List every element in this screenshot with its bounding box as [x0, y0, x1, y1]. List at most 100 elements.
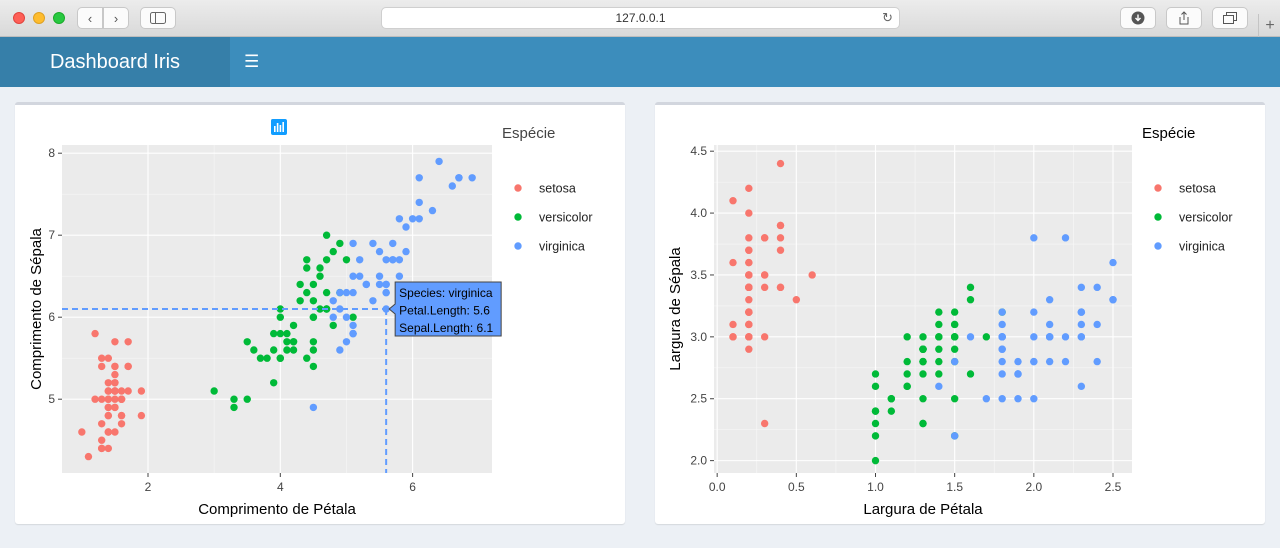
point-virginica: [998, 308, 1006, 316]
lasso-select-button[interactable]: [272, 119, 391, 137]
hover-closest-button[interactable]: [272, 119, 547, 137]
y-tick-label: 4.0: [690, 206, 707, 220]
new-tab-button[interactable]: +: [1258, 14, 1280, 37]
pan-button[interactable]: [271, 119, 343, 137]
legend-swatch-versicolor: [514, 213, 522, 221]
point-versicolor: [276, 313, 285, 321]
point-versicolor: [919, 357, 927, 366]
hamburger-icon: ☰: [244, 52, 260, 71]
point-virginica: [309, 403, 318, 412]
chevron-left-icon: ‹: [87, 10, 93, 26]
point-virginica: [329, 297, 337, 305]
point-setosa: [117, 411, 126, 420]
point-versicolor: [269, 329, 278, 338]
point-versicolor: [230, 395, 238, 403]
point-versicolor: [316, 264, 324, 272]
point-virginica: [1045, 333, 1054, 341]
hover-tooltip-box: [388, 281, 502, 337]
point-versicolor: [342, 256, 351, 264]
legend-swatch-setosa: [1154, 184, 1162, 192]
sidebar-toggle-button[interactable]: [140, 7, 176, 29]
y-tick-label: 2.0: [690, 454, 707, 468]
forward-button[interactable]: ›: [103, 7, 129, 29]
point-virginica: [1093, 320, 1101, 329]
point-virginica: [1077, 333, 1086, 341]
box-petal-width-vs-sepal-width: 0.0 0.5 1.0 1.5 2.0 2.5 2.0 2.5 3.0 3.5 4.0 4.5 Larg…: [655, 102, 1265, 524]
point-versicolor: [871, 382, 880, 391]
sidebar-icon: [150, 12, 166, 24]
point-setosa: [124, 338, 132, 346]
reload-icon[interactable]: ↻: [882, 10, 893, 25]
point-versicolor: [982, 333, 991, 341]
tabs-overview-button[interactable]: [1212, 7, 1248, 29]
minimize-window-button[interactable]: [33, 12, 45, 24]
zoom-in-button[interactable]: [271, 119, 427, 137]
point-setosa: [776, 283, 785, 292]
point-setosa: [97, 444, 106, 453]
legend-label-virginica: virginica: [539, 240, 585, 254]
point-versicolor: [903, 382, 911, 391]
point-versicolor: [322, 256, 331, 264]
hover-compare-button[interactable]: [272, 119, 571, 137]
point-virginica: [389, 256, 397, 264]
zoom-window-button[interactable]: [53, 12, 65, 24]
box-select-button[interactable]: [271, 119, 367, 137]
zoom-out-button[interactable]: [271, 119, 451, 137]
point-versicolor: [903, 333, 911, 341]
reset-axes-button[interactable]: [272, 119, 499, 137]
legend-label-virginica: virginica: [1179, 240, 1225, 254]
point-setosa: [117, 395, 126, 403]
downloads-button[interactable]: [1120, 7, 1156, 29]
share-button[interactable]: [1166, 7, 1202, 29]
point-versicolor: [336, 239, 344, 248]
point-virginica: [982, 395, 991, 403]
address-bar[interactable]: 127.0.0.1 ↻: [381, 7, 900, 29]
point-setosa: [111, 395, 119, 403]
menu-toggle-button[interactable]: ☰: [244, 37, 259, 87]
point-setosa: [111, 370, 119, 379]
close-window-button[interactable]: [13, 12, 25, 24]
tabs-icon: [1223, 12, 1237, 24]
chart-petal-width-vs-sepal-width[interactable]: 0.0 0.5 1.0 1.5 2.0 2.5 2.0 2.5 3.0 3.5 4.0 4.5 Larg…: [655, 105, 1265, 527]
point-versicolor: [309, 280, 318, 289]
legend-label-setosa: setosa: [1179, 182, 1216, 196]
x-tick-label: 1.0: [867, 480, 884, 494]
point-setosa: [104, 387, 113, 395]
toggle-spike-lines-button[interactable]: [273, 119, 523, 137]
back-button[interactable]: ‹: [77, 7, 103, 29]
point-virginica: [1077, 382, 1086, 391]
x-axis-title: Comprimento de Pétala: [198, 501, 356, 518]
point-virginica: [408, 215, 417, 223]
point-virginica: [369, 239, 377, 248]
point-setosa: [111, 379, 119, 387]
point-setosa: [91, 329, 99, 338]
point-setosa: [111, 403, 119, 412]
plotly-logo-link[interactable]: [271, 119, 607, 137]
y-tick-label: 8: [48, 146, 55, 160]
point-versicolor: [919, 370, 927, 378]
point-versicolor: [919, 333, 927, 341]
point-virginica: [395, 215, 404, 223]
point-setosa: [745, 308, 753, 316]
point-versicolor: [296, 280, 304, 289]
point-virginica: [998, 357, 1006, 366]
plotly-modebar: [271, 119, 607, 137]
zoom-button[interactable]: [271, 119, 319, 137]
point-virginica: [1077, 283, 1086, 292]
point-virginica: [1045, 320, 1054, 329]
point-versicolor: [950, 308, 959, 316]
y-tick-label: 6: [48, 310, 55, 324]
point-versicolor: [309, 338, 318, 346]
point-versicolor: [289, 338, 298, 346]
chart-petal-length-vs-sepal-length[interactable]: 2 4 6 5 6 7 8 Comprimento de Pétala Comprimento …: [15, 105, 625, 527]
point-versicolor: [349, 313, 357, 321]
point-versicolor: [309, 362, 318, 371]
y-tick-label: 3.5: [690, 268, 707, 282]
autoscale-button[interactable]: [271, 119, 475, 137]
legend-swatch-versicolor: [1154, 213, 1162, 221]
x-tick-label: 6: [409, 480, 416, 494]
point-versicolor: [871, 419, 880, 428]
point-setosa: [729, 333, 737, 341]
point-virginica: [375, 280, 384, 289]
point-virginica: [355, 272, 364, 280]
